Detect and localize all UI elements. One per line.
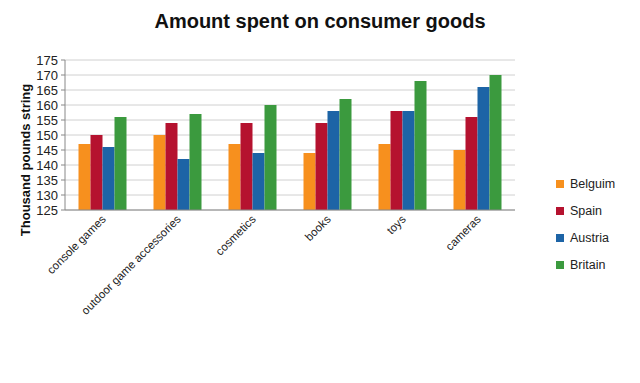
tick-mark	[61, 180, 65, 181]
tick-mark	[61, 120, 65, 121]
legend-swatch	[556, 180, 564, 188]
bars	[79, 75, 502, 210]
tick-mark	[61, 165, 65, 166]
tick-label: 160	[36, 98, 58, 113]
bar	[403, 111, 415, 210]
legend-label: Britain	[570, 258, 605, 272]
bar	[241, 123, 253, 210]
category-label: cosmetics	[213, 213, 258, 258]
bar	[253, 153, 265, 210]
bar	[154, 135, 166, 210]
tick-label: 145	[36, 143, 58, 158]
legend-swatch	[556, 207, 564, 215]
grid-line	[65, 120, 515, 121]
y-axis-label: Thousand pounds string	[18, 84, 33, 236]
bar	[229, 144, 241, 210]
bar	[115, 117, 127, 210]
bar	[454, 150, 466, 210]
category-label: console games	[45, 213, 108, 276]
legend-swatch	[556, 261, 564, 269]
grid-line	[65, 195, 515, 196]
legend-label: Austria	[570, 231, 609, 245]
grid-line	[65, 150, 515, 151]
tick-label: 170	[36, 68, 58, 83]
tick-label: 135	[36, 173, 58, 188]
tick-mark	[61, 105, 65, 106]
tick-label: 165	[36, 83, 58, 98]
bar	[103, 147, 115, 210]
x-axis	[65, 210, 515, 211]
bar	[466, 117, 478, 210]
bar	[304, 153, 316, 210]
legend-label: Spain	[570, 204, 602, 218]
bar	[490, 75, 502, 210]
grid-line	[65, 135, 515, 136]
grid-line	[65, 90, 515, 91]
bar	[166, 123, 178, 210]
bar	[190, 114, 202, 210]
grid-line	[65, 75, 515, 76]
category-label: outdoor game accessories	[79, 213, 183, 317]
bar	[178, 159, 190, 210]
tick-mark	[61, 135, 65, 136]
tick-label: 125	[36, 203, 58, 218]
grid-line	[65, 165, 515, 166]
grid-line	[65, 180, 515, 181]
category-label: books	[303, 213, 333, 243]
tick-mark	[61, 150, 65, 151]
grid-line	[65, 60, 515, 61]
grid-line	[65, 210, 515, 211]
legend-swatch	[556, 234, 564, 242]
chart: Amount spent on consumer goods Thousand p…	[0, 0, 640, 383]
bar	[478, 87, 490, 210]
bar	[79, 144, 91, 210]
tick-mark	[61, 195, 65, 196]
tick-mark	[61, 75, 65, 76]
category-label: toys	[385, 213, 409, 237]
tick-label: 140	[36, 158, 58, 173]
grid-line	[65, 105, 515, 106]
legend-label: Belguim	[570, 177, 615, 191]
category-label: cameras	[443, 213, 483, 253]
tick-label: 155	[36, 113, 58, 128]
title: Amount spent on consumer goods	[154, 10, 485, 32]
tick-label: 150	[36, 128, 58, 143]
tick-label: 175	[36, 53, 58, 68]
bar	[379, 144, 391, 210]
y-axis	[65, 60, 66, 210]
bar	[91, 135, 103, 210]
bar	[391, 111, 403, 210]
bar	[316, 123, 328, 210]
tick-mark	[61, 60, 65, 61]
bar	[265, 105, 277, 210]
bar	[328, 111, 340, 210]
bar	[340, 99, 352, 210]
bar	[415, 81, 427, 210]
tick-mark	[61, 90, 65, 91]
tick-mark	[61, 210, 65, 211]
tick-label: 130	[36, 188, 58, 203]
